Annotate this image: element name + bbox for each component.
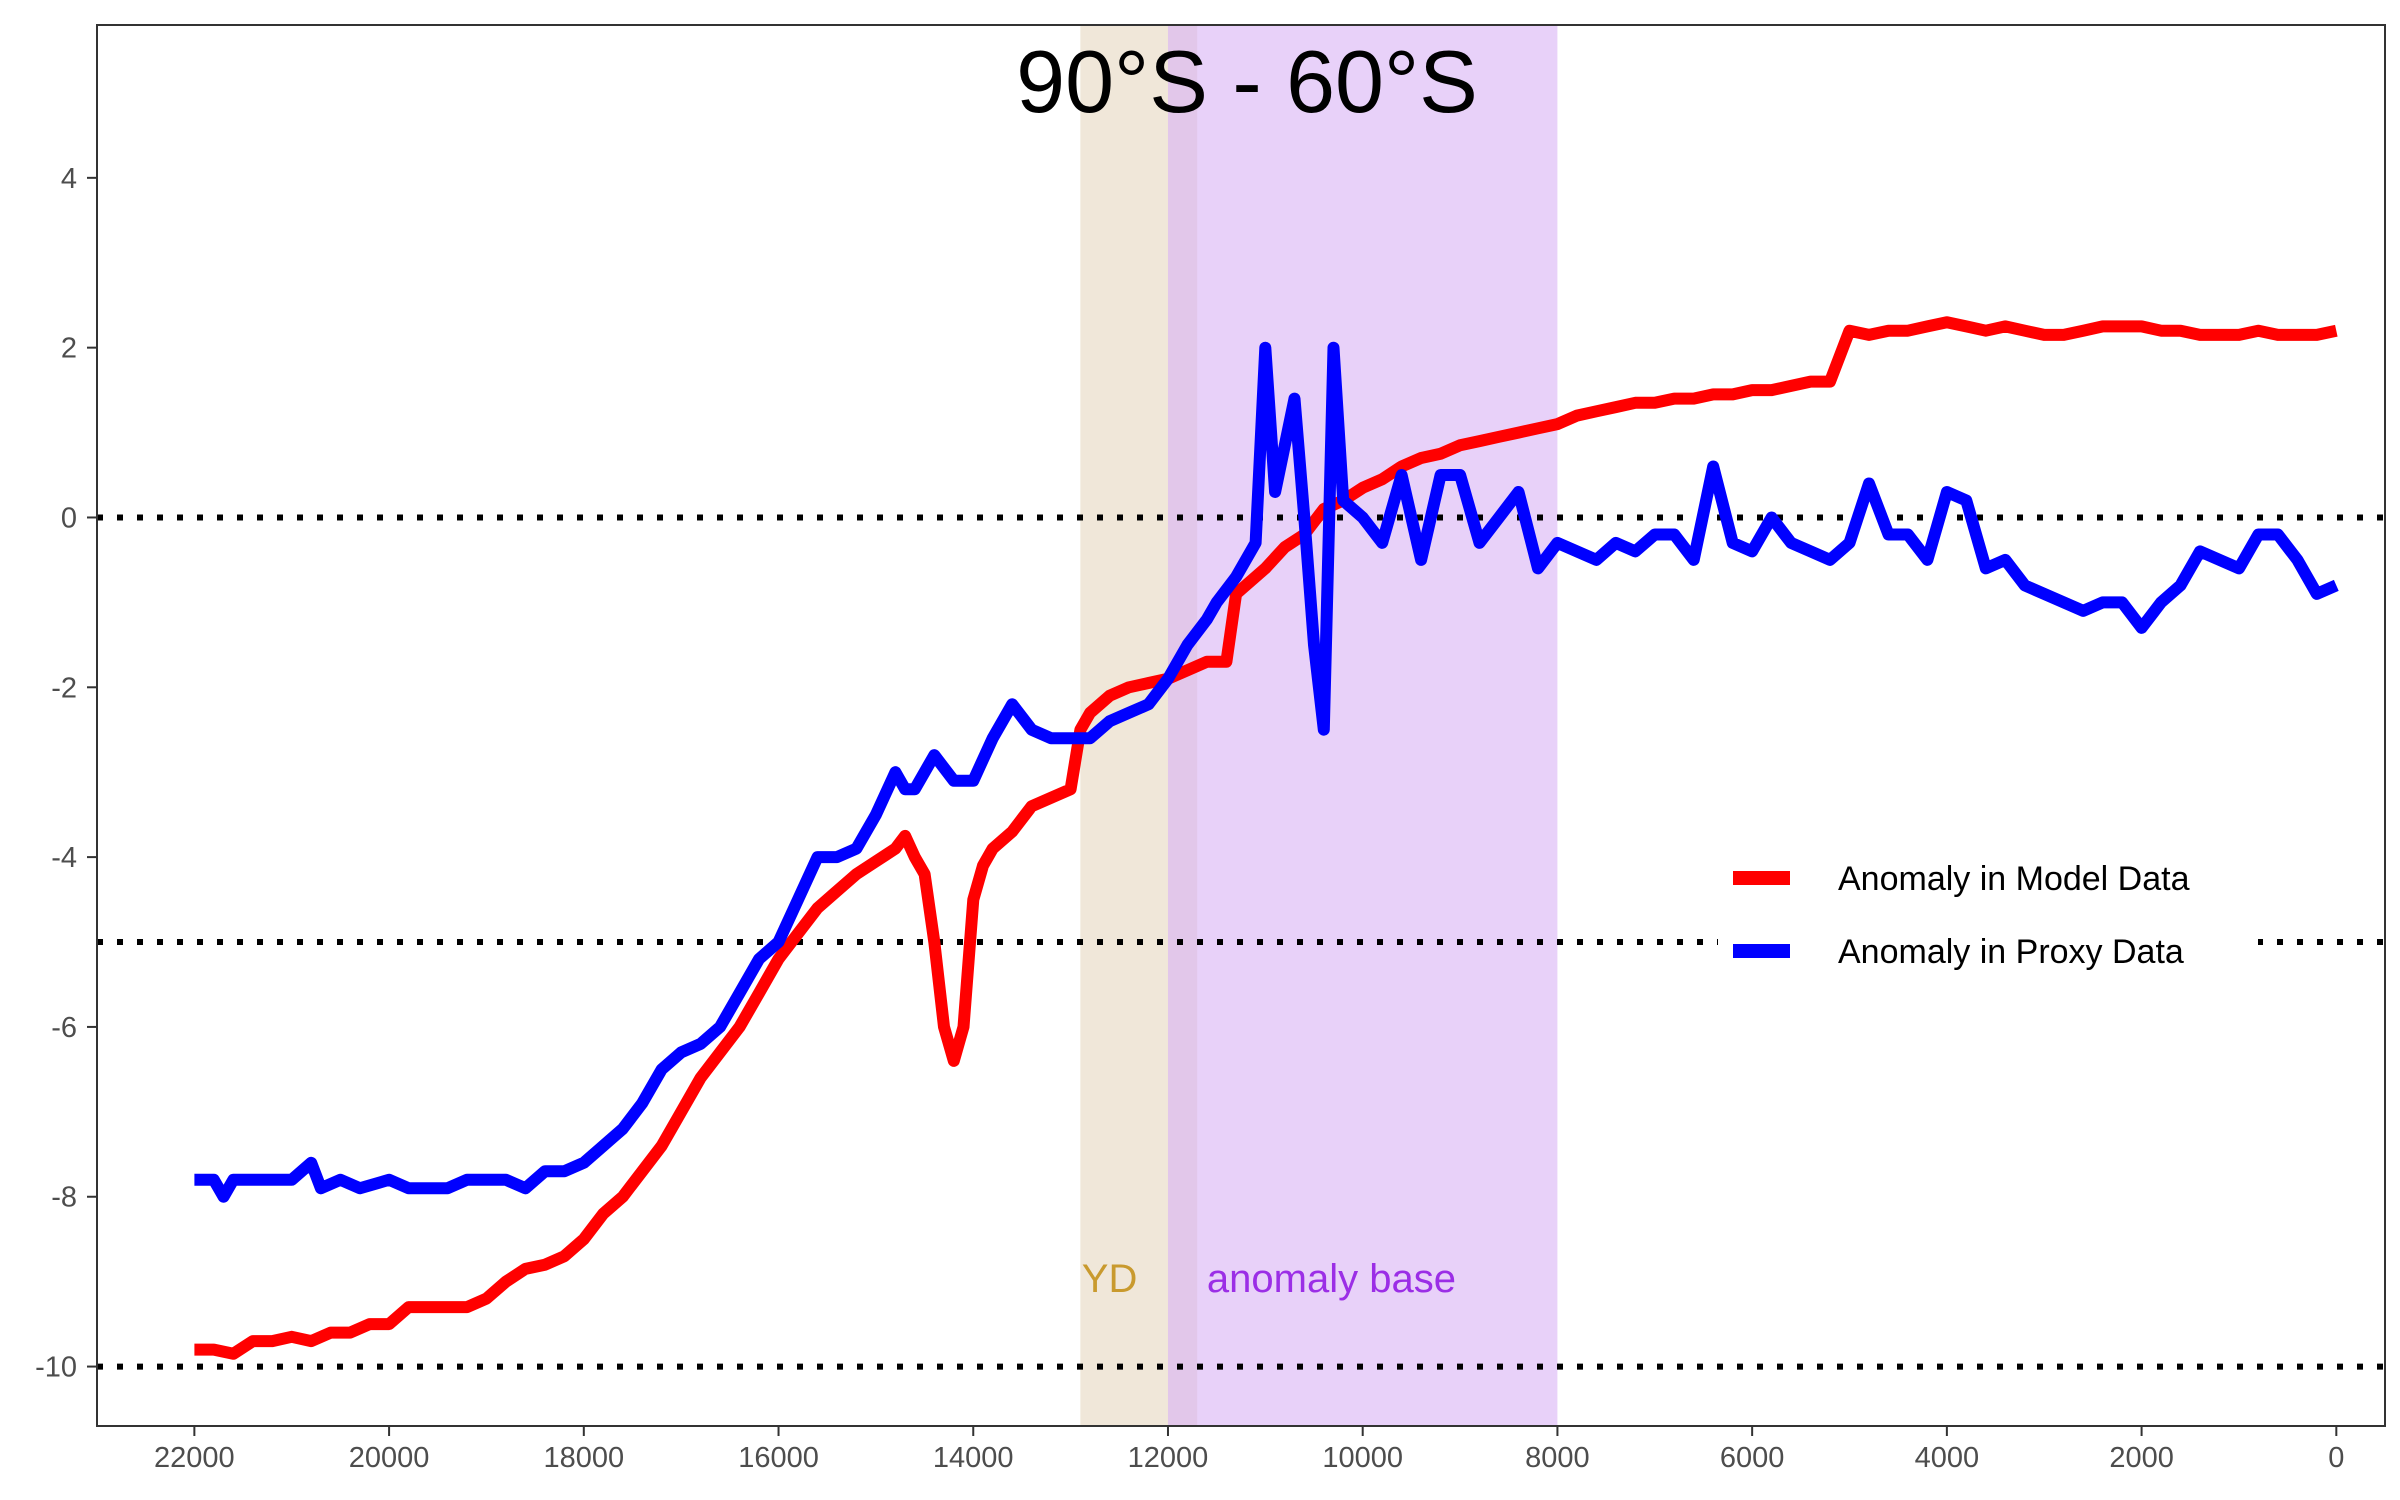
x-tick-label: 22000 <box>154 1442 235 1474</box>
series-layer <box>194 316 2339 1360</box>
x-tick-label: 2000 <box>2109 1442 2174 1474</box>
reference-lines <box>97 514 2385 1370</box>
series-line-proxy <box>194 341 2339 1203</box>
series-line-model <box>194 316 2338 1360</box>
highlight-bands <box>1080 25 1558 1426</box>
y-tick-label: 0 <box>61 502 77 534</box>
x-tick-label: 16000 <box>738 1442 819 1474</box>
x-tick-label: 20000 <box>349 1442 430 1474</box>
y-tick-label: -2 <box>51 672 77 704</box>
legend-label: Anomaly in Proxy Data <box>1838 933 2184 971</box>
y-tick-label: -6 <box>51 1012 77 1044</box>
y-tick-label: -4 <box>51 842 77 874</box>
legend-background <box>1718 845 2258 995</box>
band-labels: YD anomaly base <box>1082 1257 1456 1301</box>
legend-label: Anomaly in Model Data <box>1838 860 2190 898</box>
y-axis: 4 2 0 -2 -4 -6 -8 -10 <box>35 163 97 1384</box>
x-tick-label: 10000 <box>1322 1442 1403 1474</box>
x-axis: 22000 20000 18000 16000 14000 12000 10000 8000 6… <box>154 1426 2344 1474</box>
x-tick-label: 14000 <box>933 1442 1014 1474</box>
band-label-yd: YD <box>1082 1257 1138 1301</box>
band-label-anomaly-base: anomaly base <box>1207 1257 1456 1301</box>
x-tick-label: 0 <box>2328 1442 2344 1474</box>
y-tick-label: -10 <box>35 1352 77 1384</box>
legend: Anomaly in Model Data Anomaly in Proxy Da… <box>1718 845 2258 995</box>
chart-title: 90°S - 60°S <box>1016 32 1478 131</box>
x-tick-label: 4000 <box>1915 1442 1980 1474</box>
x-tick-label: 6000 <box>1720 1442 1785 1474</box>
x-tick-label: 12000 <box>1128 1442 1209 1474</box>
band-anomaly-base <box>1167 25 1558 1426</box>
x-tick-label: 8000 <box>1525 1442 1590 1474</box>
x-tick-label: 18000 <box>543 1442 624 1474</box>
y-tick-label: 4 <box>61 163 77 195</box>
y-tick-label: -8 <box>51 1182 77 1214</box>
plot-panel-border <box>96 24 2386 1427</box>
y-tick-label: 2 <box>61 333 77 365</box>
